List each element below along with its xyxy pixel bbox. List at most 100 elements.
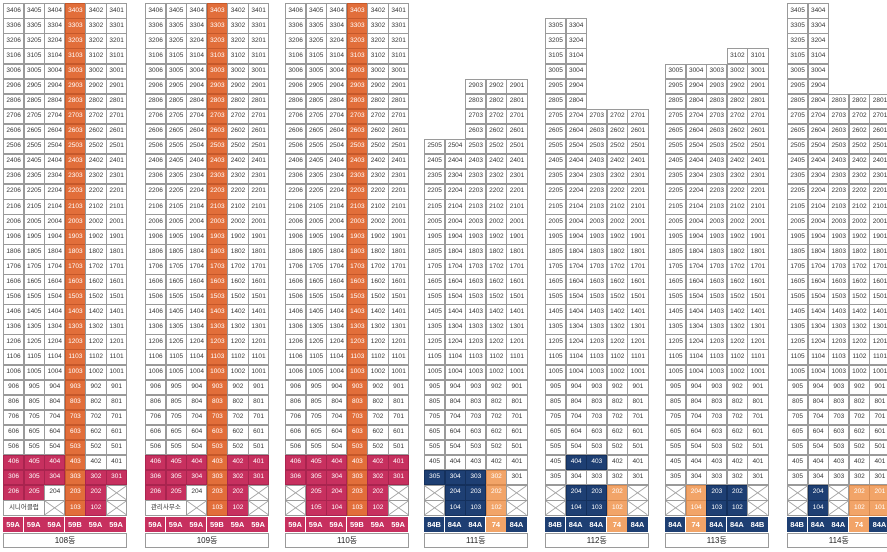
- unit-113동-505: 505: [665, 439, 687, 456]
- unit-109동-1806: 1806: [145, 244, 167, 260]
- unit-112동-303: 303: [586, 469, 608, 486]
- unit-111동-803: 803: [465, 394, 487, 411]
- unit-114동-501: 501: [869, 439, 887, 456]
- unit-110동-1202: 1202: [367, 334, 389, 351]
- unit-113동-501: 501: [747, 439, 769, 456]
- unit-113동-2502: 2502: [726, 138, 748, 155]
- unit-111동-2502: 2502: [485, 138, 507, 155]
- unit-108동-2205: 2205: [23, 183, 45, 200]
- unit-111동-2801: 2801: [506, 93, 528, 110]
- unit-112동-2301: 2301: [627, 168, 649, 185]
- unit-112동-302: 302: [606, 469, 628, 486]
- unit-110동-2906: 2906: [285, 78, 307, 95]
- unit-110동-3403: 3403: [346, 3, 368, 19]
- unit-108동-3402: 3402: [85, 3, 107, 19]
- unit-110동-1101: 1101: [388, 349, 410, 366]
- unit-112동-2505: 2505: [545, 138, 567, 155]
- unit-109동-1702: 1702: [227, 259, 249, 275]
- unit-113동-103: 103: [706, 499, 728, 516]
- unit-110동-2806: 2806: [285, 93, 307, 110]
- unit-110동-301: 301: [388, 469, 410, 486]
- unit-111동-2303: 2303: [465, 168, 487, 185]
- unit-110동-2403: 2403: [346, 153, 368, 170]
- unit-109동-1503: 1503: [206, 289, 228, 305]
- unit-108동-2101: 2101: [106, 198, 128, 215]
- unit-109동-1804: 1804: [186, 244, 208, 260]
- unit-108동-806: 806: [3, 394, 25, 411]
- unit-114동-1701: 1701: [869, 259, 887, 275]
- unit-108동-2802: 2802: [85, 93, 107, 110]
- unit-109동-402: 402: [227, 454, 249, 471]
- unit-110동-3102: 3102: [367, 48, 389, 65]
- unit-109동-1604: 1604: [186, 274, 208, 290]
- unit-109동-2404: 2404: [186, 153, 208, 170]
- unit-109동-203: 203: [206, 484, 228, 501]
- unit-108동-3005: 3005: [23, 63, 45, 80]
- unit-109동-2203: 2203: [206, 183, 228, 200]
- unit-type-label: 74: [685, 517, 707, 532]
- unit-113동-3003: 3003: [706, 63, 728, 80]
- unit-108동-704: 704: [44, 409, 66, 426]
- unit-108동-801: 801: [106, 394, 128, 411]
- unit-110동-2304: 2304: [326, 168, 348, 185]
- unit-113동-1905: 1905: [665, 229, 687, 245]
- unit-109동-3404: 3404: [186, 3, 208, 19]
- unit-111동-2702: 2702: [485, 108, 507, 125]
- unit-110동-2502: 2502: [367, 138, 389, 155]
- unit-109동-1605: 1605: [165, 274, 187, 290]
- unit-112동-1401: 1401: [627, 304, 649, 320]
- unit-109동-603: 603: [206, 424, 228, 441]
- unit-112동-2603: 2603: [586, 123, 608, 140]
- unit-113동-2903: 2903: [706, 78, 728, 95]
- unit-111동-1402: 1402: [485, 304, 507, 320]
- unit-109동-1406: 1406: [145, 304, 167, 320]
- unit-108동-1704: 1704: [44, 259, 66, 275]
- unit-113동-2001: 2001: [747, 214, 769, 230]
- unit-113동-1101: 1101: [747, 349, 769, 366]
- unit-108동-1302: 1302: [85, 319, 107, 335]
- unit-112동-2504: 2504: [565, 138, 587, 155]
- unit-109동-1306: 1306: [145, 319, 167, 335]
- unit-109동-304: 304: [186, 469, 208, 486]
- unit-111동-1503: 1503: [465, 289, 487, 305]
- unit-112동-1904: 1904: [565, 229, 587, 245]
- unit-112동-802: 802: [606, 394, 628, 411]
- unit-109동-1904: 1904: [186, 229, 208, 245]
- unit-114동-305: 305: [787, 469, 809, 486]
- unit-109동-1506: 1506: [145, 289, 167, 305]
- unit-112동-1201: 1201: [627, 334, 649, 351]
- unit-109동-3302: 3302: [227, 18, 249, 34]
- unit-111동-904: 904: [444, 379, 466, 396]
- unit-109동-1305: 1305: [165, 319, 187, 335]
- unit-111동-2004: 2004: [444, 214, 466, 230]
- unit-109동-2101: 2101: [248, 198, 270, 215]
- unit-109동-2701: 2701: [248, 108, 270, 125]
- unit-108동-1805: 1805: [23, 244, 45, 260]
- unit-110동-706: 706: [285, 409, 307, 426]
- unit-110동-1706: 1706: [285, 259, 307, 275]
- unit-109동-2606: 2606: [145, 123, 167, 140]
- unit-113동-403: 403: [706, 454, 728, 471]
- unit-108동-2202: 2202: [85, 183, 107, 200]
- unit-110동-2203: 2203: [346, 183, 368, 200]
- unit-108동-1601: 1601: [106, 274, 128, 290]
- unit-110동-401: 401: [388, 454, 410, 471]
- unit-112동-2502: 2502: [606, 138, 628, 155]
- unit-114동-2202: 2202: [848, 183, 870, 200]
- unit-113동-605: 605: [665, 424, 687, 441]
- unit-108동-905: 905: [23, 379, 45, 396]
- unit-109동-2506: 2506: [145, 138, 167, 155]
- unit-114동-3004: 3004: [807, 63, 829, 80]
- unit-109동-1201: 1201: [248, 334, 270, 351]
- unit-108동-3206: 3206: [3, 33, 25, 50]
- unit-114동-1403: 1403: [828, 304, 850, 320]
- unit-108동-3003: 3003: [64, 63, 86, 80]
- unit-108동-1005: 1005: [23, 364, 45, 381]
- unit-109동-604: 604: [186, 424, 208, 441]
- unit-109동-2805: 2805: [165, 93, 187, 110]
- unit-108동-3203: 3203: [64, 33, 86, 50]
- unit-108동-301: 301: [106, 469, 128, 486]
- unit-108동-2602: 2602: [85, 123, 107, 140]
- unit-112동-805: 805: [545, 394, 567, 411]
- unit-type-label: 59B: [206, 517, 228, 532]
